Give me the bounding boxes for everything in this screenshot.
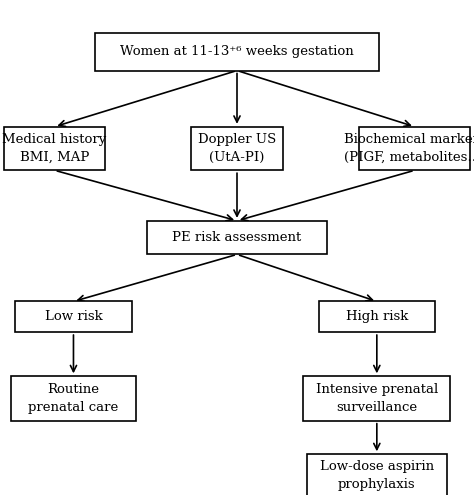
FancyBboxPatch shape [15, 301, 131, 332]
Text: Women at 11-13⁺⁶ weeks gestation: Women at 11-13⁺⁶ weeks gestation [120, 46, 354, 58]
FancyBboxPatch shape [10, 376, 136, 421]
FancyBboxPatch shape [95, 34, 379, 70]
FancyBboxPatch shape [303, 376, 450, 421]
FancyBboxPatch shape [307, 454, 447, 495]
Text: Low-dose aspirin
prophylaxis: Low-dose aspirin prophylaxis [320, 460, 434, 491]
FancyBboxPatch shape [147, 221, 327, 254]
FancyBboxPatch shape [319, 301, 435, 332]
Text: High risk: High risk [346, 310, 408, 323]
Text: Biochemical markers
(PIGF, metabolites…): Biochemical markers (PIGF, metabolites…) [344, 133, 474, 164]
FancyBboxPatch shape [4, 127, 105, 170]
Text: Doppler US
(UtA-PI): Doppler US (UtA-PI) [198, 133, 276, 164]
Text: Intensive prenatal
surveillance: Intensive prenatal surveillance [316, 383, 438, 414]
FancyBboxPatch shape [359, 127, 470, 170]
Text: Low risk: Low risk [45, 310, 102, 323]
FancyBboxPatch shape [191, 127, 283, 170]
Text: Medical history
BMI, MAP: Medical history BMI, MAP [2, 133, 107, 164]
Text: Routine
prenatal care: Routine prenatal care [28, 383, 118, 414]
Text: PE risk assessment: PE risk assessment [173, 231, 301, 244]
